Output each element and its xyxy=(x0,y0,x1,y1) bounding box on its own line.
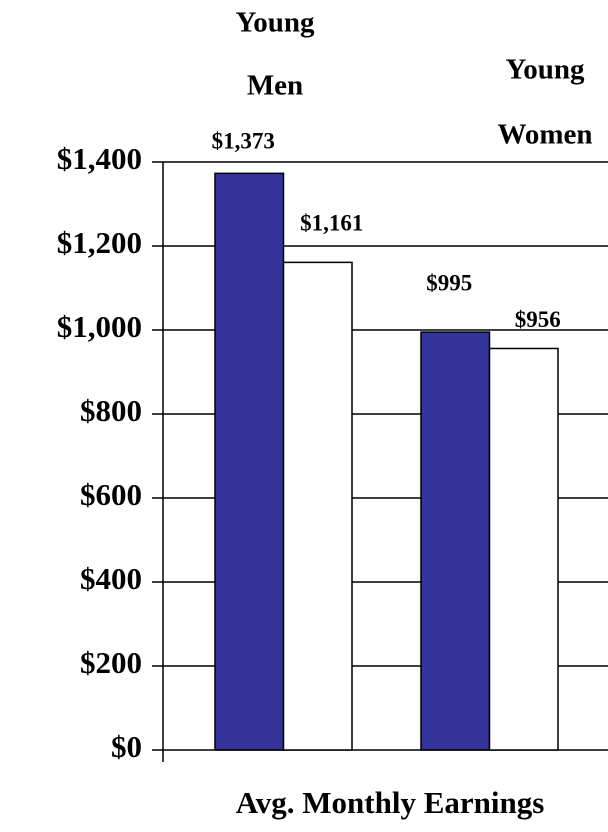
y-tick-label: $200 xyxy=(80,645,142,680)
y-tick-label: $600 xyxy=(80,477,142,512)
category-label: Men xyxy=(247,70,303,102)
y-tick-label: $1,200 xyxy=(57,225,142,260)
y-tick-label: $0 xyxy=(111,729,142,764)
bar xyxy=(488,347,559,751)
category-label: Young xyxy=(506,54,585,86)
value-label: $1,373 xyxy=(212,129,275,154)
y-tick-label: $1,400 xyxy=(57,141,142,176)
category-label: Young xyxy=(236,7,315,39)
y-tick-label: $800 xyxy=(80,393,142,428)
y-tick-label: $1,000 xyxy=(57,309,142,344)
value-label: $956 xyxy=(515,307,561,332)
value-label: $1,161 xyxy=(300,211,363,236)
bar xyxy=(282,261,353,751)
category-label: Women xyxy=(497,119,592,151)
chart-title: Avg. Monthly Earnings xyxy=(236,785,545,820)
y-tick-label: $400 xyxy=(80,561,142,596)
bar xyxy=(214,172,285,751)
value-label: $995 xyxy=(426,270,472,295)
bar xyxy=(420,331,491,751)
